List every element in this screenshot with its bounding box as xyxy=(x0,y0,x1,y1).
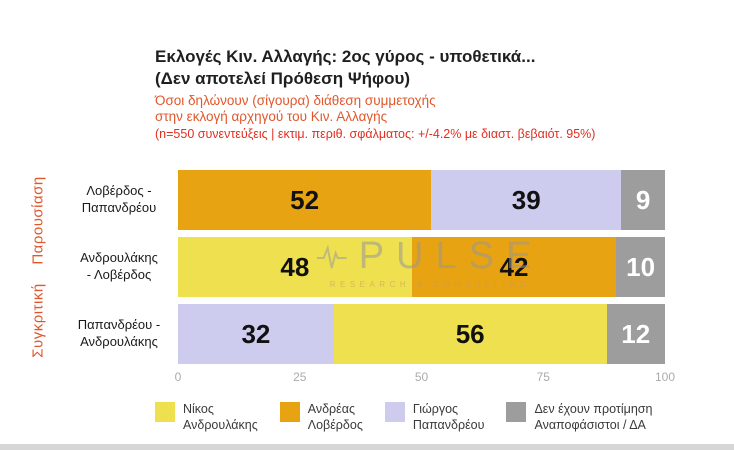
legend-label: Ανδρέας Λοβέρδος xyxy=(308,402,363,433)
segment-value: 56 xyxy=(455,318,485,349)
bar-segment-loverdos: 42 xyxy=(411,237,617,297)
category-label-line: Λοβέρδος - xyxy=(86,183,152,199)
chart-subtitle-line1: Όσοι δηλώνουν (σίγουρα) διάθεση συμμετοχ… xyxy=(155,92,436,108)
bar-segment-loverdos: 52 xyxy=(178,170,432,230)
stacked-bar: 52 39 9 xyxy=(178,170,665,230)
bar-row: Λοβέρδος - Παπανδρέου 52 39 9 xyxy=(60,170,665,230)
legend-item-androulakis: Νίκος Ανδρουλάκης xyxy=(155,402,258,433)
x-axis: 0 25 50 75 100 xyxy=(174,370,675,386)
legend-swatch-androulakis xyxy=(155,402,175,422)
stacked-bar: 48 42 10 xyxy=(178,237,665,297)
bar-row: Παπανδρέου - Ανδρουλάκης 32 56 12 xyxy=(60,304,665,364)
category-label: Λοβέρδος - Παπανδρέου xyxy=(60,170,178,230)
bar-segment-papandreou: 39 xyxy=(431,170,622,230)
bar-row: Ανδρουλάκης - Λοβέρδος 48 42 10 xyxy=(60,237,665,297)
segment-value: 32 xyxy=(241,318,271,349)
legend-label-line: Δεν έχουν προτίμηση xyxy=(534,402,653,416)
bar-segment-undecided: 10 xyxy=(616,237,665,297)
x-tick: 25 xyxy=(293,370,307,384)
x-tick: 100 xyxy=(654,370,676,384)
legend-label-line: Νίκος xyxy=(183,402,214,416)
segment-value: 9 xyxy=(635,184,651,215)
legend-swatch-loverdos xyxy=(279,402,300,422)
x-tick: 75 xyxy=(536,370,550,384)
legend-label-line: Ανδρέας xyxy=(307,402,355,416)
chart-title-line2: (Δεν αποτελεί Πρόθεση Ψήφου) xyxy=(155,68,411,88)
segment-value: 52 xyxy=(290,184,320,215)
bar-segment-androulakis: 48 xyxy=(178,237,412,297)
bar-segment-undecided: 9 xyxy=(621,170,665,230)
legend-item-loverdos: Ανδρέας Λοβέρδος xyxy=(279,402,363,433)
legend-label: Νίκος Ανδρουλάκης xyxy=(183,402,258,433)
segment-value: 39 xyxy=(511,184,541,215)
category-label-line: Ανδρουλάκης xyxy=(80,334,158,349)
side-axis-label: Συγκριτική Παρουσίαση xyxy=(29,176,47,358)
legend-label: Δεν έχουν προτίμηση Αναποφάσιστοι / ΔΑ xyxy=(534,402,652,433)
legend-label-line: Αναποφάσιστοι / ΔΑ xyxy=(534,417,646,432)
bar-segment-papandreou: 32 xyxy=(178,304,334,364)
legend-label-line: Ανδρουλάκης xyxy=(183,417,258,432)
category-label-line: Ανδρουλάκης xyxy=(80,250,158,266)
category-label: Ανδρουλάκης - Λοβέρδος xyxy=(60,237,178,297)
chart-subtitle-line2: στην εκλογή αρχηγού του Κιν. Αλλαγής xyxy=(155,108,388,124)
category-label-line: Παπανδρέου - xyxy=(77,317,161,333)
x-tick: 50 xyxy=(414,370,429,384)
chart-header: Εκλογές Κιν. Αλλαγής: 2ος γύρος - υποθετ… xyxy=(155,46,715,143)
bar-segment-androulakis: 56 xyxy=(333,304,607,364)
segment-value: 10 xyxy=(626,251,656,282)
sample-note: (n=550 συνεντεύξεις | εκτιμ. περιθ. σφάλ… xyxy=(155,127,596,142)
chart-title-line1: Εκλογές Κιν. Αλλαγής: 2ος γύρος - υποθετ… xyxy=(155,47,536,66)
legend-swatch-papandreou xyxy=(384,402,405,422)
stacked-bar: 32 56 12 xyxy=(178,304,665,364)
segment-value: 12 xyxy=(621,318,651,349)
segment-value: 48 xyxy=(280,251,310,282)
category-label: Παπανδρέου - Ανδρουλάκης xyxy=(60,304,178,364)
segment-value: 42 xyxy=(499,251,529,282)
legend-label-line: Λοβέρδος xyxy=(307,417,363,432)
bottom-edge-strip xyxy=(0,444,734,450)
bar-rows: Λοβέρδος - Παπανδρέου 52 39 9 Ανδρουλάκη… xyxy=(60,170,665,364)
legend-swatch-undecided xyxy=(506,402,527,422)
legend-label-line: Παπανδρέου xyxy=(412,417,485,432)
legend-label-line: Γιώργος xyxy=(412,402,459,416)
legend-label: Γιώργος Παπανδρέου xyxy=(413,402,485,433)
category-label-line: - Λοβέρδος xyxy=(86,267,152,282)
bar-segment-undecided: 12 xyxy=(606,304,665,364)
category-label-line: Παπανδρέου xyxy=(81,200,157,215)
x-tick: 0 xyxy=(174,370,182,384)
legend-item-papandreou: Γιώργος Παπανδρέου xyxy=(384,402,485,433)
legend-item-undecided: Δεν έχουν προτίμηση Αναποφάσιστοι / ΔΑ xyxy=(506,402,652,433)
legend: Νίκος Ανδρουλάκης Ανδρέας Λοβέρδος Γιώργ… xyxy=(155,402,700,433)
